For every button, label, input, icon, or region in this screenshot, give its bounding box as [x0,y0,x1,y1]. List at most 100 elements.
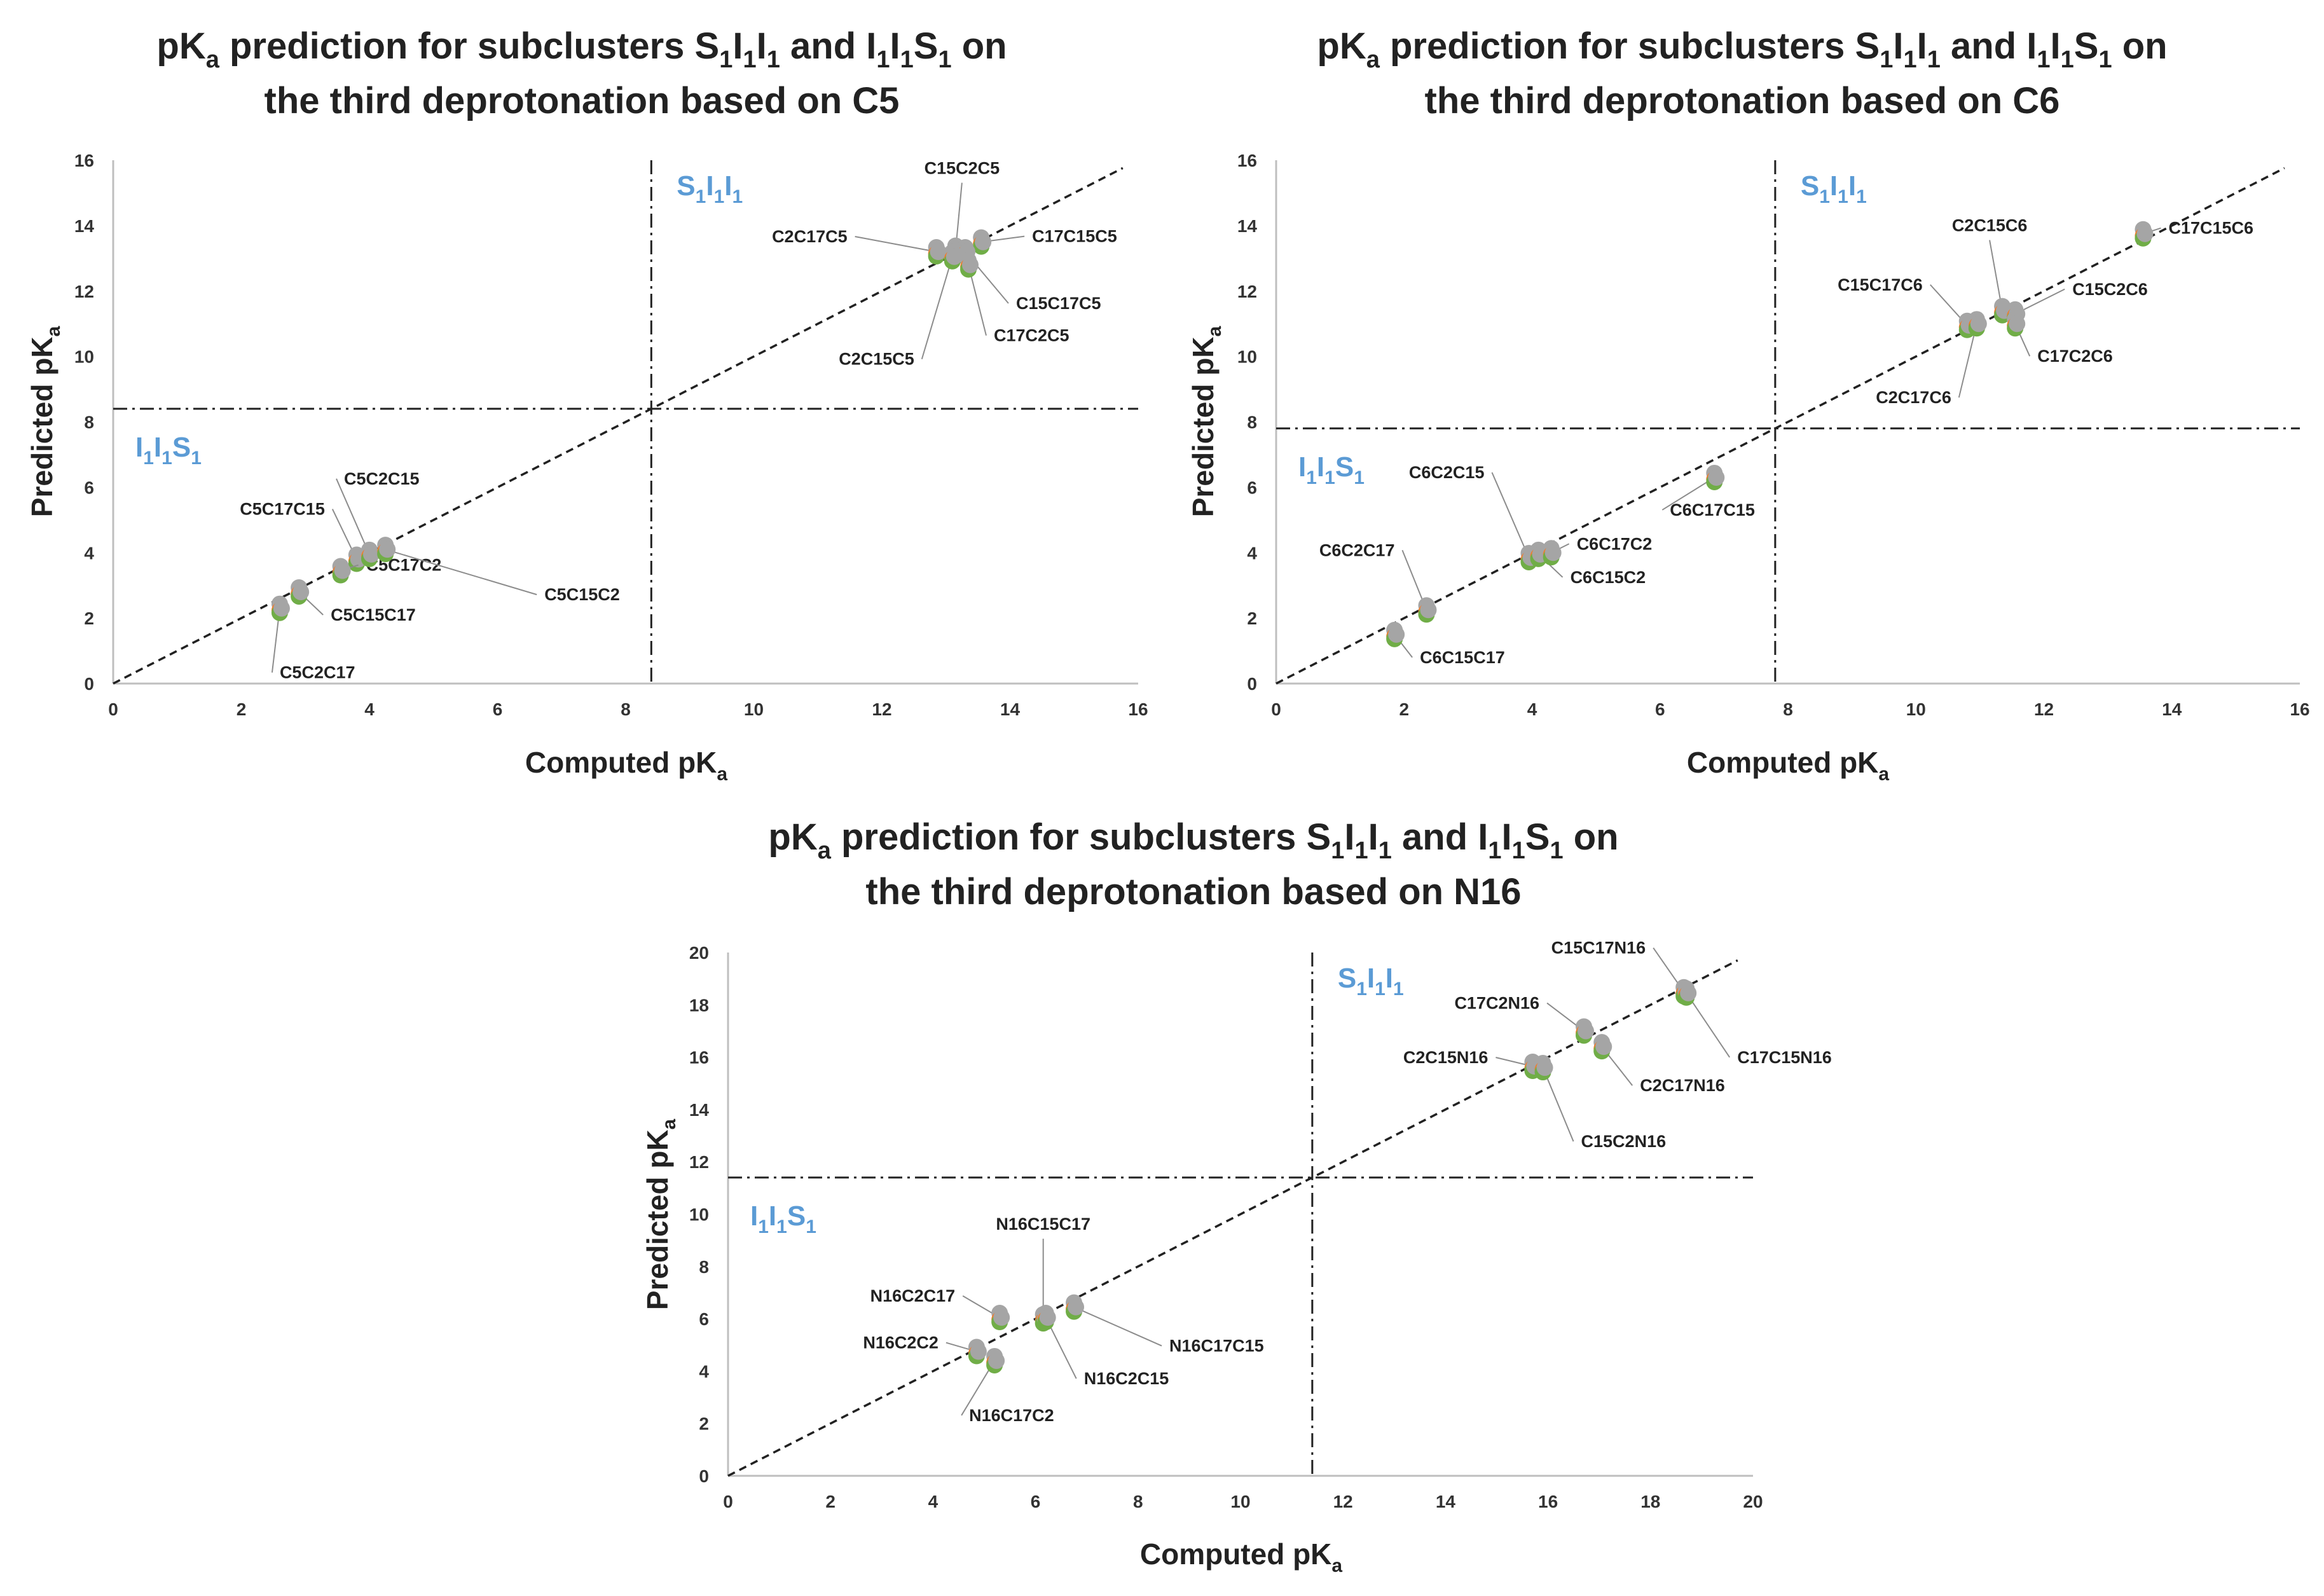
y-tick-label: 8 [84,413,94,432]
point-label: C17C2N16 [1454,993,1539,1012]
x-tick-label: 10 [744,699,764,719]
subscript: a [717,764,727,785]
subscript: 1 [1355,837,1368,864]
text-run: S [1855,25,1880,67]
y-tick-label: 2 [1247,609,1257,628]
x-tick-label: 8 [621,699,631,719]
subscript: 1 [776,1216,787,1237]
subscript: 1 [1904,46,1917,73]
point-label: N16C2C15 [1084,1369,1169,1388]
data-point [273,600,290,617]
subscript: 1 [1324,467,1335,488]
data-point [1068,1298,1085,1316]
chart-panel-1: pKa prediction for subclusters S1I1I1 an… [25,25,1148,785]
subscript: 1 [2098,46,2112,73]
chart-title: pKa prediction for subclusters S1I1I1 an… [1317,25,2167,73]
text-run: I [769,1200,776,1232]
text-run: I [1385,963,1393,994]
point-leader-line [1073,1306,1162,1347]
y-tick-label: 16 [689,1048,709,1068]
y-tick-label: 6 [699,1309,709,1329]
x-axis-label: Computed pKa [525,746,728,785]
point-label: C2C17N16 [1640,1076,1725,1095]
data-point [1708,469,1725,486]
point-label: C17C15C5 [1032,227,1117,246]
text-run: S [2074,25,2099,67]
data-point [1595,1038,1612,1056]
text-run: Computed pK [1687,746,1879,779]
data-point [945,248,963,265]
y-tick-label: 4 [84,543,94,563]
y-tick-label: 18 [689,995,709,1015]
text-run: on [2112,25,2168,67]
subscript: 1 [1838,186,1848,207]
x-tick-label: 12 [872,699,891,719]
point-label: C2C17C6 [1876,388,1951,407]
data-point [975,233,992,251]
x-tick-label: 10 [1906,699,1926,719]
point-leader-line [1686,993,1731,1058]
data-point [1039,1309,1056,1326]
chart-title: pKa prediction for subclusters S1I1I1 an… [156,25,1007,73]
subscript: 1 [1306,467,1317,488]
subscript: a [659,1118,680,1129]
x-tick-label: 2 [825,1492,835,1511]
subscript: 1 [1880,46,1893,73]
point-label: C5C17C2 [366,556,442,575]
point-label: C6C17C2 [1577,534,1653,553]
point-leader-line [336,478,370,555]
data-point [2009,315,2026,333]
data-point [334,562,351,579]
point-label: N16C17C15 [1169,1337,1264,1356]
subscript: 1 [938,46,951,73]
point-leader-line [385,549,537,596]
subscript: 1 [1393,979,1404,1000]
identity-line [1275,167,2285,685]
x-tick-label: 14 [2162,699,2182,719]
subscript: a [1366,46,1380,73]
point-label: C5C15C17 [331,605,416,624]
text-run: I [135,432,143,463]
y-tick-label: 20 [689,943,709,963]
subscript: 1 [1379,837,1392,864]
x-tick-label: 6 [1655,699,1665,719]
point-label: C15C2N16 [1581,1132,1667,1151]
subscript: 1 [1550,837,1563,864]
subscript: 1 [876,46,890,73]
x-tick-label: 6 [1031,1492,1041,1511]
point-label: C2C15C6 [1952,216,2028,235]
chart-panel-2: pKa prediction for subclusters S1I1I1 an… [1186,25,2310,785]
chart-panel-3: pKa prediction for subclusters S1I1I1 an… [641,816,1832,1576]
text-run: I [2051,25,2061,67]
text-run: and [1392,816,1478,858]
y-axis-label: Predicted pKa [1186,326,1225,517]
text-run: on [1564,816,1619,858]
y-tick-label: 0 [699,1466,709,1486]
x-tick-label: 20 [1743,1492,1763,1511]
data-point [2136,225,2154,242]
point-label: C5C2C15 [344,469,420,488]
y-tick-label: 4 [1247,543,1257,563]
y-tick-label: 14 [74,216,95,236]
y-tick-label: 0 [1247,674,1257,694]
point-label: C17C15N16 [1737,1048,1832,1067]
point-label: C15C17C5 [1016,294,1101,313]
data-point [363,546,380,563]
text-run: I [1317,451,1324,483]
point-leader-line [1661,477,1715,511]
x-tick-label: 4 [928,1492,939,1511]
subscript: 1 [143,448,154,469]
text-run: I [890,25,900,67]
subscript: 1 [719,46,732,73]
y-tick-label: 14 [689,1100,710,1120]
x-tick-label: 16 [2290,699,2309,719]
chart-title-line2: the third deprotonation based on C6 [1425,80,2060,121]
y-tick-label: 4 [699,1361,709,1381]
point-label: C2C15N16 [1403,1048,1489,1067]
y-tick-label: 16 [1237,151,1257,170]
text-run: pK [1317,25,1366,67]
text-run: Computed pK [1140,1538,1332,1571]
point-label: C17C15C6 [2168,219,2253,238]
subscript: 1 [2037,46,2050,73]
point-label: C6C2C15 [1409,463,1485,482]
